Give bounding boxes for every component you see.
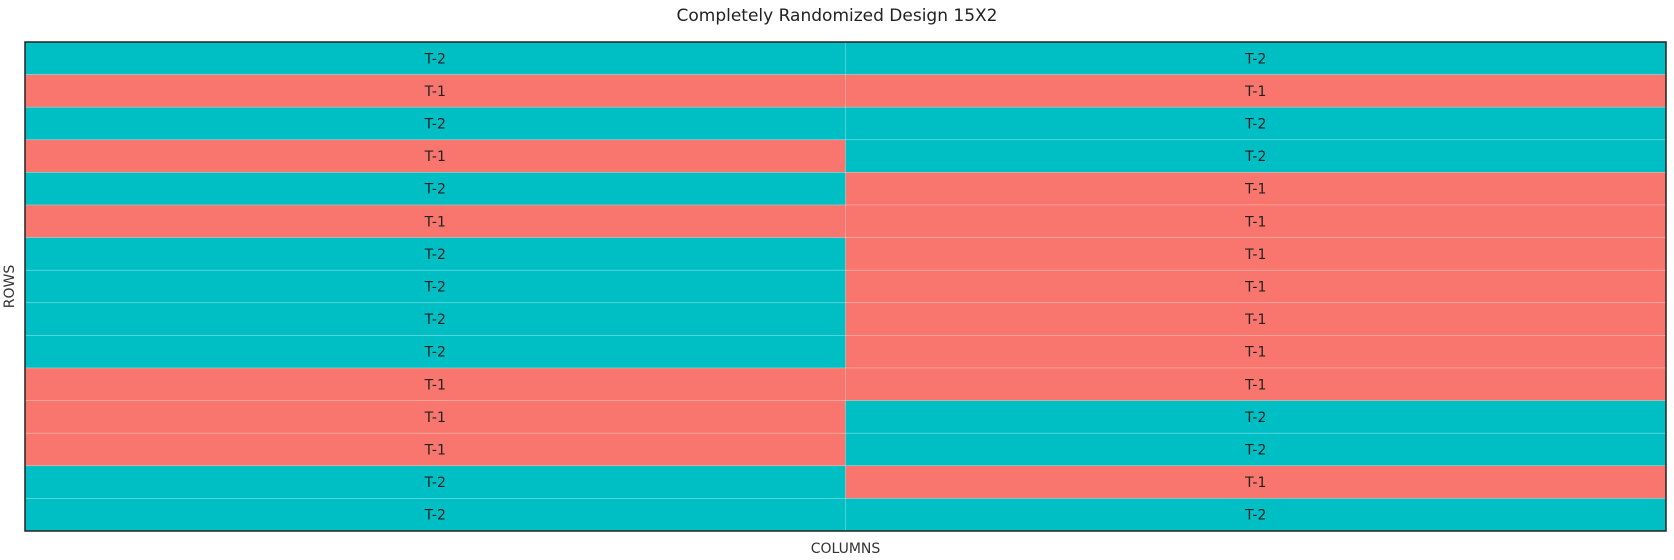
heatmap-cell-r11-c1 — [24, 367, 846, 401]
heatmap-cell-r14-c1 — [24, 465, 846, 499]
heatmap-cell-r2-c2 — [845, 74, 1667, 108]
heatmap-cell-r11-c2 — [845, 367, 1667, 401]
heatmap-cell-r6-c1 — [24, 204, 846, 238]
cell-label-r1-c2: T-2 — [1244, 51, 1266, 67]
heatmap-cell-r3-c2 — [845, 106, 1667, 141]
heatmap-cell-r5-c1 — [24, 172, 846, 206]
heatmap-cell-r7-c2 — [845, 237, 1667, 271]
cell-label-r6-c2: T-1 — [1244, 214, 1266, 230]
cell-label-r11-c1: T-1 — [424, 377, 446, 393]
cell-label-r8-c2: T-1 — [1244, 280, 1266, 296]
cell-label-r11-c2: T-1 — [1244, 377, 1266, 393]
heatmap-cell-r13-c2 — [845, 432, 1667, 467]
cell-label-r7-c1: T-2 — [424, 247, 446, 263]
cell-label-r15-c1: T-2 — [424, 508, 446, 524]
cell-label-r7-c2: T-1 — [1244, 247, 1266, 263]
heatmap-cell-r4-c1 — [24, 139, 846, 173]
cell-label-r12-c1: T-1 — [424, 410, 446, 426]
cell-label-r14-c1: T-2 — [424, 475, 446, 491]
cell-label-r12-c2: T-2 — [1244, 410, 1266, 426]
heatmap-cell-r10-c1 — [24, 335, 846, 369]
heatmap-cell-r4-c2 — [845, 139, 1667, 173]
cell-label-r15-c2: T-2 — [1244, 508, 1266, 524]
cell-label-r3-c1: T-2 — [424, 117, 446, 133]
cell-label-r5-c2: T-1 — [1244, 182, 1266, 198]
heatmap-cell-r13-c1 — [24, 432, 846, 467]
cell-label-r3-c2: T-2 — [1244, 117, 1266, 133]
heatmap-cell-r9-c2 — [845, 302, 1667, 336]
cell-label-r9-c1: T-2 — [424, 312, 446, 328]
cell-label-r10-c2: T-1 — [1244, 345, 1266, 361]
heatmap-cell-r6-c2 — [845, 204, 1667, 238]
cell-label-r1-c1: T-2 — [424, 51, 446, 67]
heatmap-cell-r12-c2 — [845, 400, 1667, 434]
cell-label-r2-c1: T-1 — [424, 84, 446, 100]
y-axis-label: ROWS — [2, 265, 18, 309]
cell-label-r4-c2: T-2 — [1244, 149, 1266, 165]
cells-layer — [24, 41, 1667, 532]
cell-label-r13-c2: T-2 — [1244, 443, 1266, 459]
heatmap-cell-r7-c1 — [24, 237, 846, 271]
cell-label-r6-c1: T-1 — [424, 214, 446, 230]
cell-label-r9-c2: T-1 — [1244, 312, 1266, 328]
cell-label-r5-c1: T-2 — [424, 182, 446, 198]
plot-border — [24, 41, 1667, 532]
x-axis-label: COLUMNS — [811, 541, 881, 557]
cell-label-r14-c2: T-1 — [1244, 475, 1266, 491]
heatmap-cell-r3-c1 — [24, 106, 846, 141]
chart-title: Completely Randomized Design 15X2 — [676, 6, 998, 26]
cell-label-r2-c2: T-1 — [1244, 84, 1266, 100]
labels-layer: T-2 T-2 T-1 T-1 T-2 T-2 T-1 T-2 T-2 T-1 T-1 T-1 T-2 T… — [424, 51, 1267, 523]
cell-label-r4-c1: T-1 — [424, 149, 446, 165]
heatmap-cell-r8-c1 — [24, 269, 846, 304]
cell-label-r13-c1: T-1 — [424, 443, 446, 459]
cell-label-r10-c1: T-2 — [424, 345, 446, 361]
cell-label-r8-c1: T-2 — [424, 280, 446, 296]
heatmap-cell-r14-c2 — [845, 465, 1667, 499]
heatmap-cell-r15-c1 — [24, 498, 846, 532]
